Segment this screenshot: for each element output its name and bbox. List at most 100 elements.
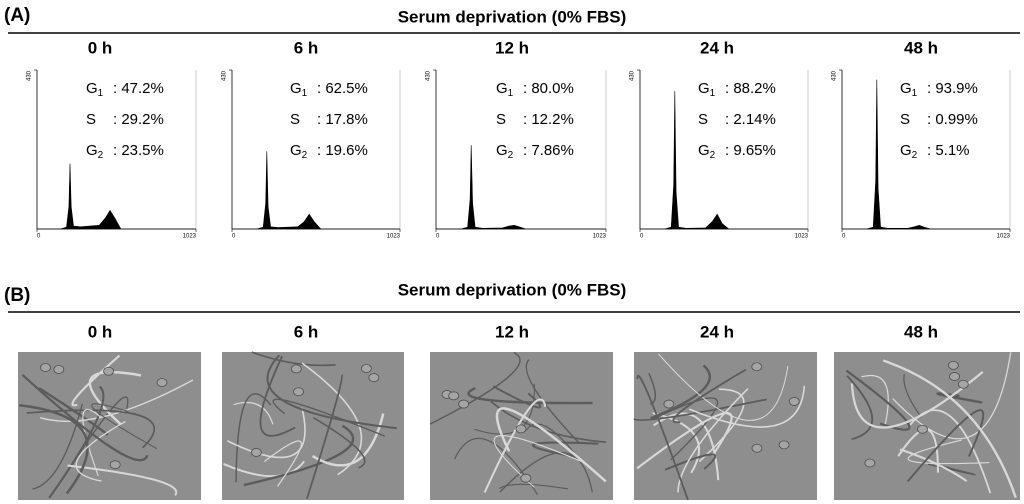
cell-outline	[21, 374, 149, 462]
cell-nucleus	[293, 387, 304, 397]
phase-name: G	[86, 80, 98, 97]
phase-percent: : 19.6%	[317, 142, 368, 159]
cell-outline	[650, 364, 711, 420]
phase-name: S	[86, 111, 96, 128]
cell-outline	[658, 353, 789, 421]
histogram-area	[640, 91, 808, 230]
phase-annotation: S : 12.2%	[496, 111, 574, 128]
cell-outline	[467, 386, 593, 405]
phase-percent: : 12.2%	[523, 111, 574, 128]
cell-outline	[861, 374, 889, 425]
cell-outline	[897, 428, 940, 473]
phase-name: G	[290, 142, 302, 159]
phase-annotation: G2 : 19.6%	[290, 142, 368, 161]
cell-outline	[306, 373, 344, 499]
phase-subscript: 1	[710, 88, 716, 99]
micrograph-bg	[834, 352, 1020, 500]
cell-outline	[483, 398, 547, 493]
phase-percent: : 0.99%	[927, 111, 978, 128]
histogram-area	[37, 163, 196, 230]
cell-nucleus	[290, 364, 302, 374]
cell-nucleus	[663, 399, 675, 409]
histogram-area	[232, 151, 400, 230]
cell-outline	[48, 385, 105, 499]
phase-name: S	[900, 111, 910, 128]
phase-subscript: 1	[98, 88, 104, 99]
phase-name: G	[698, 142, 710, 159]
cell-nucleus	[917, 424, 928, 434]
micrograph	[18, 352, 201, 500]
phase-name: S	[496, 111, 506, 128]
cell-outline	[263, 440, 302, 487]
phase-name: G	[900, 142, 912, 159]
phase-annotation: S: 2.14%	[698, 111, 776, 128]
phase-name: G	[900, 80, 912, 97]
x-tick-label: 0	[640, 234, 644, 240]
cell-outline	[677, 388, 749, 493]
cell-nucleus	[949, 372, 960, 381]
cell-nucleus	[368, 373, 380, 382]
micrograph	[633, 352, 817, 501]
phase-subscript: 2	[710, 150, 716, 161]
cell-outline	[259, 355, 296, 437]
cell-outline	[493, 435, 586, 488]
cell-nucleus	[778, 440, 790, 450]
cell-outline	[243, 424, 355, 487]
phase-percent: : 5.1%	[927, 142, 970, 159]
cell-outline	[846, 375, 874, 441]
x-tick-label: 1023	[183, 234, 197, 240]
phase-annotation: S : 17.8%	[290, 111, 368, 128]
cell-nucleus	[53, 365, 65, 374]
phase-subscript: 2	[302, 150, 308, 161]
cell-outline	[688, 385, 806, 428]
cell-nucleus	[788, 397, 800, 406]
phase-annotation: G1: 88.2%	[698, 80, 776, 99]
cell-outline	[698, 388, 745, 463]
cell-nucleus	[864, 458, 876, 468]
phase-name: S	[290, 111, 300, 128]
phase-annotation: G2: 7.86%	[496, 142, 574, 161]
phase-percent: : 17.8%	[317, 111, 368, 128]
cell-outline	[903, 373, 922, 418]
y-tick-label: 430	[832, 70, 838, 81]
image-label: 12 h	[495, 322, 529, 341]
cell-nucleus	[957, 379, 969, 389]
histogram-area	[436, 145, 606, 230]
phase-percent: : 80.0%	[523, 80, 574, 97]
cell-outline	[227, 407, 306, 459]
y-tick-label: 430	[426, 70, 432, 81]
phase-percent: : 88.2%	[725, 80, 776, 97]
phase-percent: : 93.9%	[927, 80, 978, 97]
phase-annotation: G2: 5.1%	[900, 142, 970, 161]
cell-outline	[495, 407, 607, 483]
cell-outline	[311, 413, 385, 467]
panel-label: (A)	[4, 5, 30, 26]
histogram-title: 0 h	[88, 38, 113, 57]
panel-title: Serum deprivation (0% FBS)	[398, 7, 627, 26]
cell-outline	[251, 351, 336, 367]
phase-annotation: G1: 47.2%	[86, 80, 164, 99]
cell-outline	[91, 403, 158, 450]
phase-percent: : 62.5%	[317, 80, 368, 97]
cell-outline	[907, 409, 985, 483]
phase-subscript: 2	[98, 150, 104, 161]
phase-name: G	[290, 80, 302, 97]
phase-subscript: 1	[508, 88, 514, 99]
image-label: 48 h	[904, 322, 938, 341]
image-label: 6 h	[294, 322, 319, 341]
cell-outline	[32, 403, 84, 490]
cell-outline	[235, 393, 272, 483]
micrograph-bg	[634, 352, 817, 500]
x-tick-label: 1023	[997, 234, 1011, 240]
micrograph	[834, 352, 1020, 500]
cell-outline	[850, 371, 984, 429]
cell-outline	[223, 460, 305, 478]
phase-annotation: G1: 93.9%	[900, 80, 978, 99]
phase-name: G	[496, 80, 508, 97]
phase-subscript: 1	[302, 88, 308, 99]
cell-outline	[19, 404, 89, 495]
cell-outline	[882, 359, 1017, 498]
x-tick-label: 0	[436, 234, 440, 240]
phase-annotation: G2: 9.65%	[698, 142, 776, 161]
